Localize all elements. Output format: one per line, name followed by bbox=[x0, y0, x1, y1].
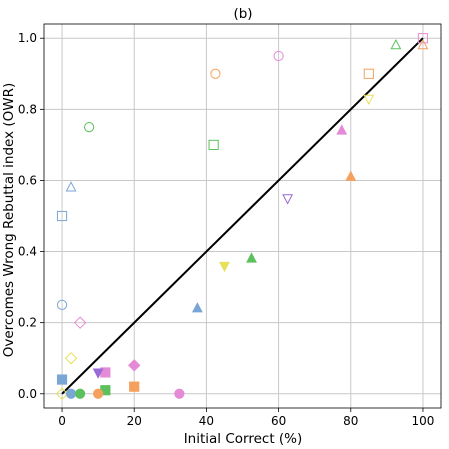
data-point-diamond bbox=[73, 316, 87, 329]
data-point-triangle-up bbox=[345, 170, 357, 181]
data-point-diamond bbox=[128, 359, 141, 372]
data-point-circle bbox=[174, 388, 185, 399]
x-axis-label: Initial Correct (%) bbox=[184, 431, 303, 447]
x-tick-label: 100 bbox=[412, 414, 435, 428]
data-point-triangle-up bbox=[246, 252, 257, 263]
data-point-square bbox=[208, 139, 219, 150]
data-point-square bbox=[129, 381, 140, 392]
axis-ticks: 0 20 40 60 80 100 0.0 0.2 0.4 0.6 0.8 1.0 bbox=[18, 31, 435, 428]
data-point-triangle-down bbox=[282, 194, 294, 205]
data-point-circle bbox=[65, 388, 77, 399]
data-point-triangle-down bbox=[219, 261, 230, 273]
data-point-circle bbox=[210, 68, 221, 79]
data-point-circle bbox=[84, 122, 95, 133]
data-points bbox=[55, 33, 429, 401]
y-axis-label: Overcomes Wrong Rebuttal index (OWR) bbox=[1, 83, 17, 358]
data-point-triangle-up bbox=[191, 302, 203, 313]
data-point-triangle-up bbox=[65, 181, 77, 192]
data-point-circle bbox=[56, 299, 68, 310]
reference-line bbox=[61, 37, 424, 395]
y-tick-label: 0.4 bbox=[18, 245, 37, 259]
data-point-square bbox=[363, 68, 374, 79]
data-point-circle bbox=[93, 388, 104, 399]
x-tick-label: 60 bbox=[271, 414, 286, 428]
chart-title: (b) bbox=[233, 6, 252, 22]
y-tick-label: 0.6 bbox=[18, 173, 37, 187]
y-tick-label: 0.8 bbox=[18, 102, 37, 116]
y-tick-label: 0.0 bbox=[18, 387, 37, 401]
x-tick-label: 20 bbox=[127, 414, 142, 428]
x-tick-label: 0 bbox=[58, 414, 66, 428]
data-point-diamond bbox=[64, 351, 78, 365]
data-point-triangle-up bbox=[417, 38, 429, 50]
data-point-square bbox=[56, 210, 68, 222]
data-point-triangle-down bbox=[92, 368, 104, 379]
data-point-triangle-up bbox=[336, 124, 348, 135]
data-point-circle bbox=[273, 50, 284, 62]
data-point-triangle-up bbox=[390, 38, 402, 50]
y-tick-label: 1.0 bbox=[18, 31, 37, 45]
y-tick-label: 0.2 bbox=[18, 316, 37, 330]
x-tick-label: 80 bbox=[343, 414, 358, 428]
data-point-diamond bbox=[55, 387, 69, 401]
data-point-square bbox=[417, 33, 429, 44]
data-point-circle bbox=[74, 388, 86, 399]
x-tick-label: 40 bbox=[199, 414, 214, 428]
plot-frame bbox=[43, 23, 442, 409]
data-point-triangle-down bbox=[363, 94, 375, 106]
data-point-square bbox=[56, 374, 68, 385]
grid bbox=[44, 24, 441, 408]
